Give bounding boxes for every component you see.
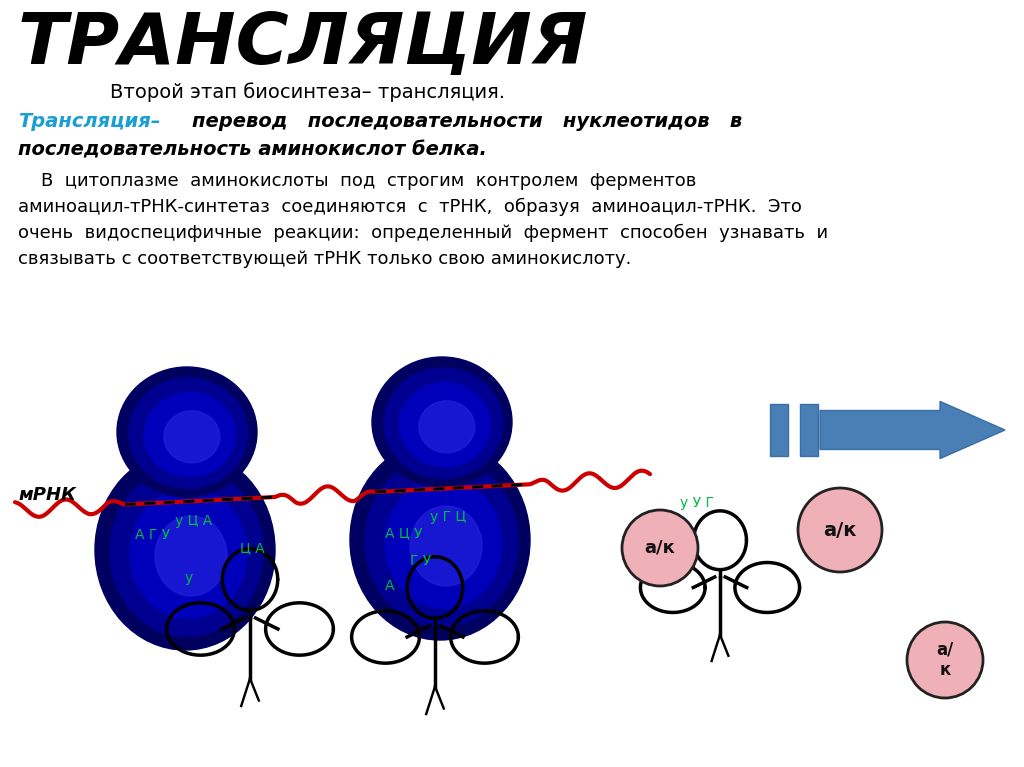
Ellipse shape (130, 489, 247, 618)
Ellipse shape (129, 378, 248, 489)
Text: перевод   последовательности   нуклеотидов   в: перевод последовательности нуклеотидов в (165, 112, 742, 131)
Text: последовательность аминокислот белка.: последовательность аминокислот белка. (18, 140, 486, 159)
Ellipse shape (95, 450, 275, 650)
Ellipse shape (372, 357, 512, 487)
Ellipse shape (117, 367, 257, 497)
Ellipse shape (155, 516, 227, 596)
Text: аминоацил-тРНК-синтетаз  соединяются  с  тРНК,  образуя  аминоацил-тРНК.  Это: аминоацил-тРНК-синтетаз соединяются с тР… (18, 198, 802, 216)
Ellipse shape (164, 411, 220, 463)
Text: а/к: а/к (823, 521, 857, 539)
Ellipse shape (144, 393, 236, 477)
Ellipse shape (385, 479, 502, 608)
Text: А: А (385, 579, 394, 593)
Text: А Ц У: А Ц У (385, 526, 423, 540)
Text: у: у (185, 571, 194, 585)
Ellipse shape (410, 506, 482, 586)
Text: у Г Ц: у Г Ц (430, 510, 466, 524)
Text: Ц А: Ц А (240, 541, 264, 555)
Ellipse shape (110, 466, 263, 637)
Text: В  цитоплазме  аминокислоты  под  строгим  контролем  ферментов: В цитоплазме аминокислоты под строгим ко… (18, 172, 696, 190)
Bar (770, 404, 788, 456)
Ellipse shape (399, 383, 490, 467)
Circle shape (622, 510, 698, 586)
Text: связывать с соответствующей тРНК только свою аминокислоту.: связывать с соответствующей тРНК только … (18, 250, 632, 268)
Ellipse shape (419, 401, 475, 453)
Text: а/
к: а/ к (936, 640, 953, 680)
FancyArrow shape (820, 401, 1005, 459)
Text: мРНК: мРНК (18, 486, 76, 504)
Text: А Г У: А Г У (135, 528, 170, 542)
Text: Второй этап биосинтеза– трансляция.: Второй этап биосинтеза– трансляция. (110, 82, 505, 102)
Ellipse shape (365, 456, 518, 627)
Ellipse shape (350, 440, 530, 640)
Text: а/к: а/к (645, 539, 676, 557)
Text: у У Г: у У Г (680, 496, 714, 510)
Bar (800, 404, 818, 456)
Text: Трансляция–: Трансляция– (18, 112, 161, 131)
Text: у Ц А: у Ц А (175, 514, 212, 528)
Circle shape (907, 622, 983, 698)
Text: ТРАНСЛЯЦИЯ: ТРАНСЛЯЦИЯ (18, 10, 589, 79)
Text: Г У: Г У (410, 554, 431, 568)
Text: очень  видоспецифичные  реакции:  определенный  фермент  способен  узнавать  и: очень видоспецифичные реакции: определен… (18, 224, 828, 242)
Ellipse shape (384, 368, 503, 479)
Circle shape (798, 488, 882, 572)
